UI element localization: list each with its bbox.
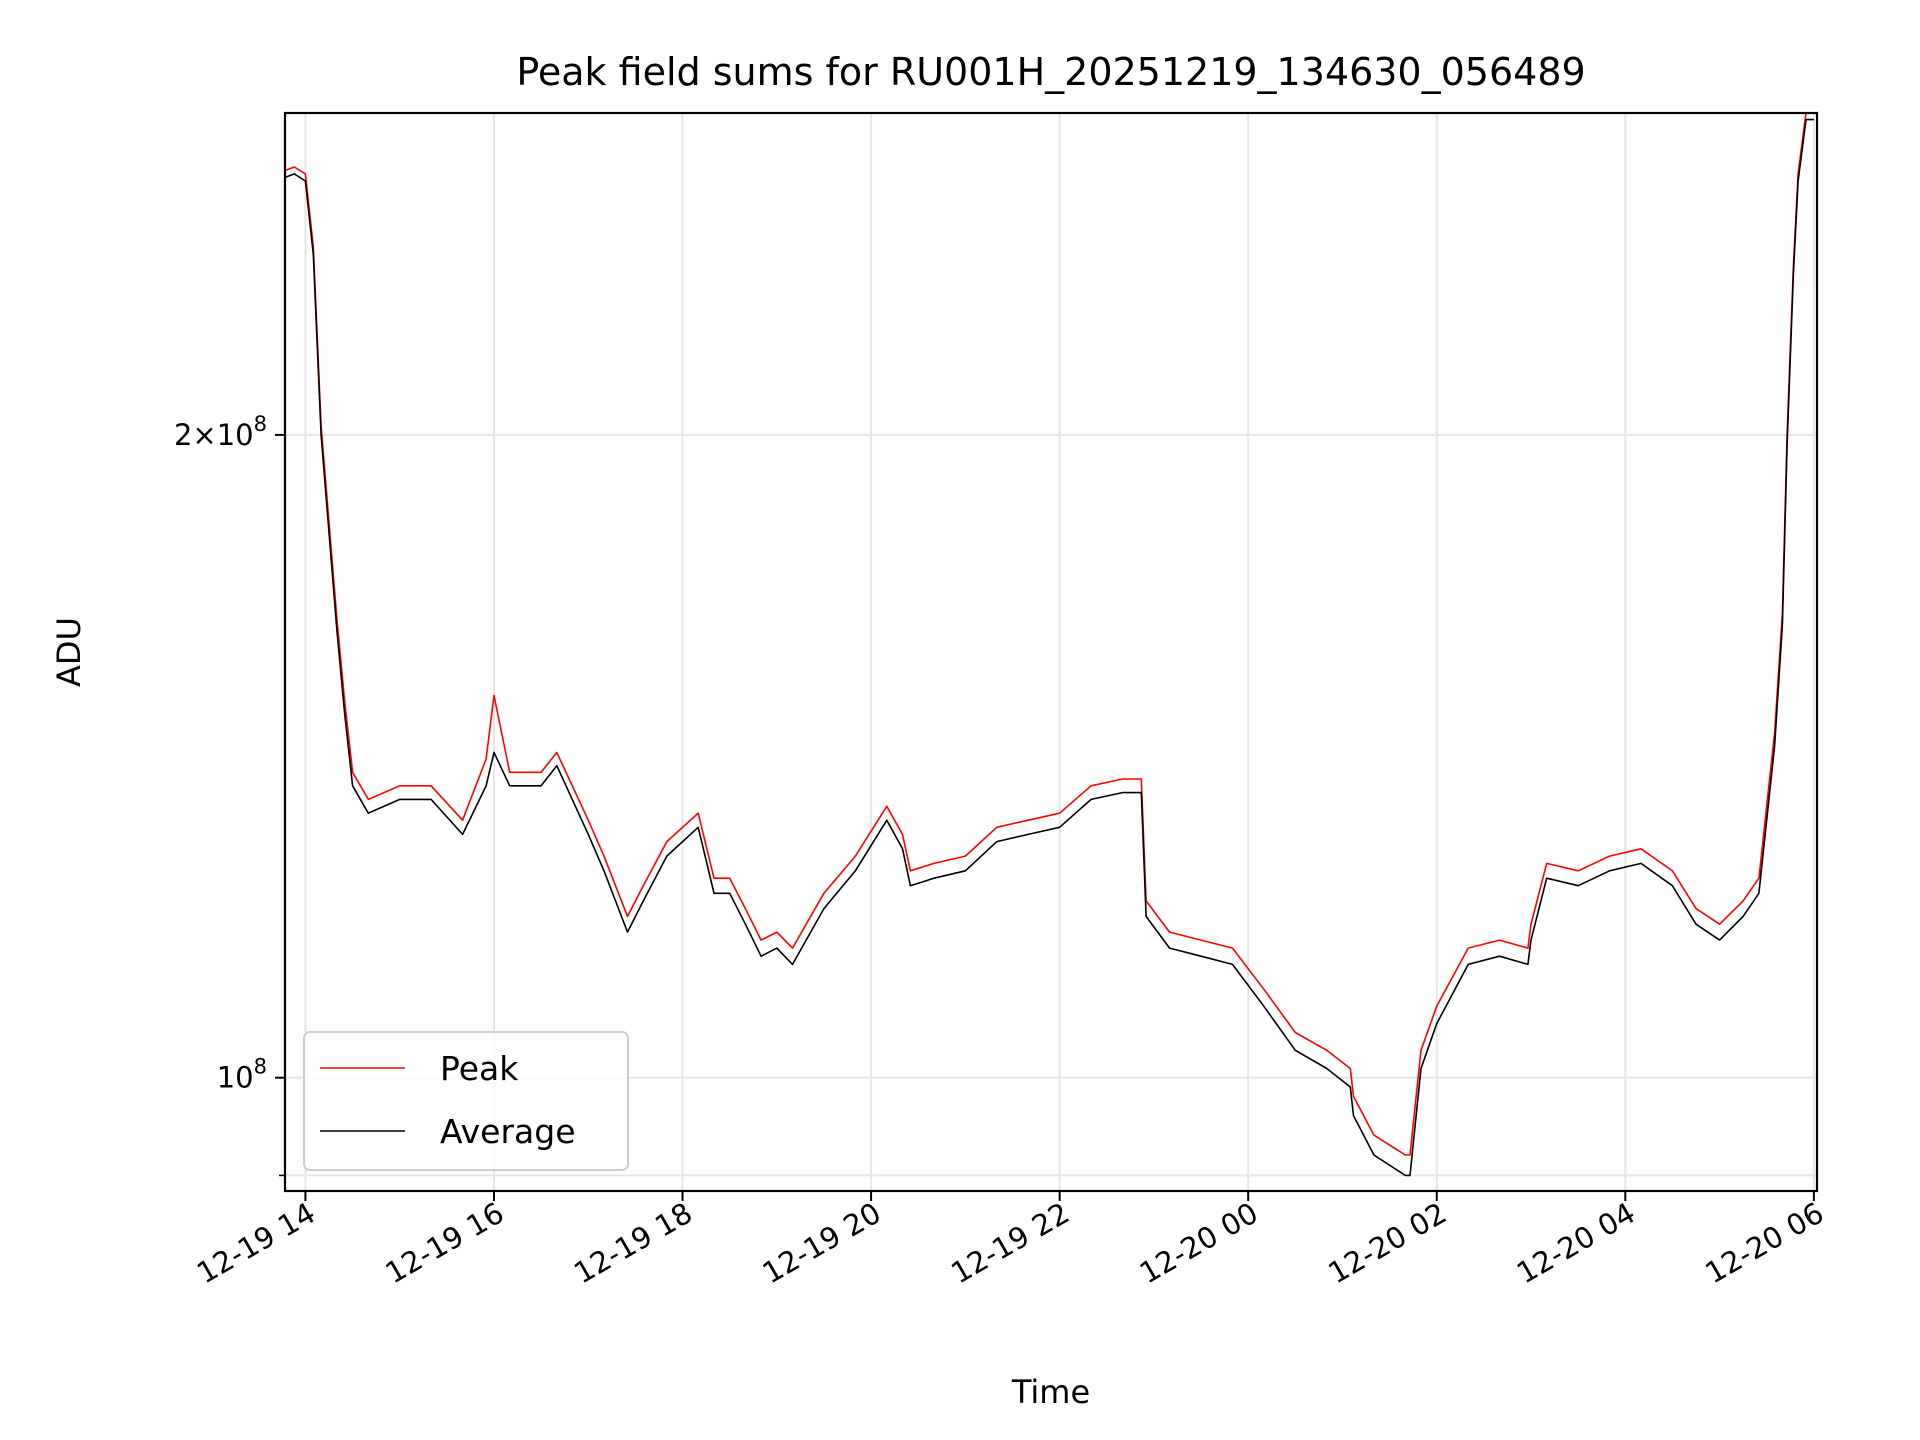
legend-label-peak: Peak: [440, 1049, 519, 1088]
legend-box: [303, 1031, 629, 1171]
legend: Peak Average: [303, 1031, 629, 1171]
x-axis-label: Time: [1011, 1373, 1090, 1411]
series-line-peak: [284, 112, 1814, 1156]
series-lines: [284, 112, 1814, 1177]
y-axis-ticks: 2×108 108: [174, 412, 285, 1177]
y-tick-label: 108: [217, 1055, 267, 1095]
y-tick-label: 2×108: [174, 412, 267, 452]
grid: [285, 113, 1817, 1191]
plot-frame: [283, 111, 1819, 1193]
series-line-average: [284, 118, 1814, 1177]
y-axis-label: ADU: [50, 617, 88, 687]
chart-title: Peak field sums for RU001H_20251219_1346…: [516, 50, 1585, 94]
legend-label-average: Average: [440, 1112, 576, 1151]
